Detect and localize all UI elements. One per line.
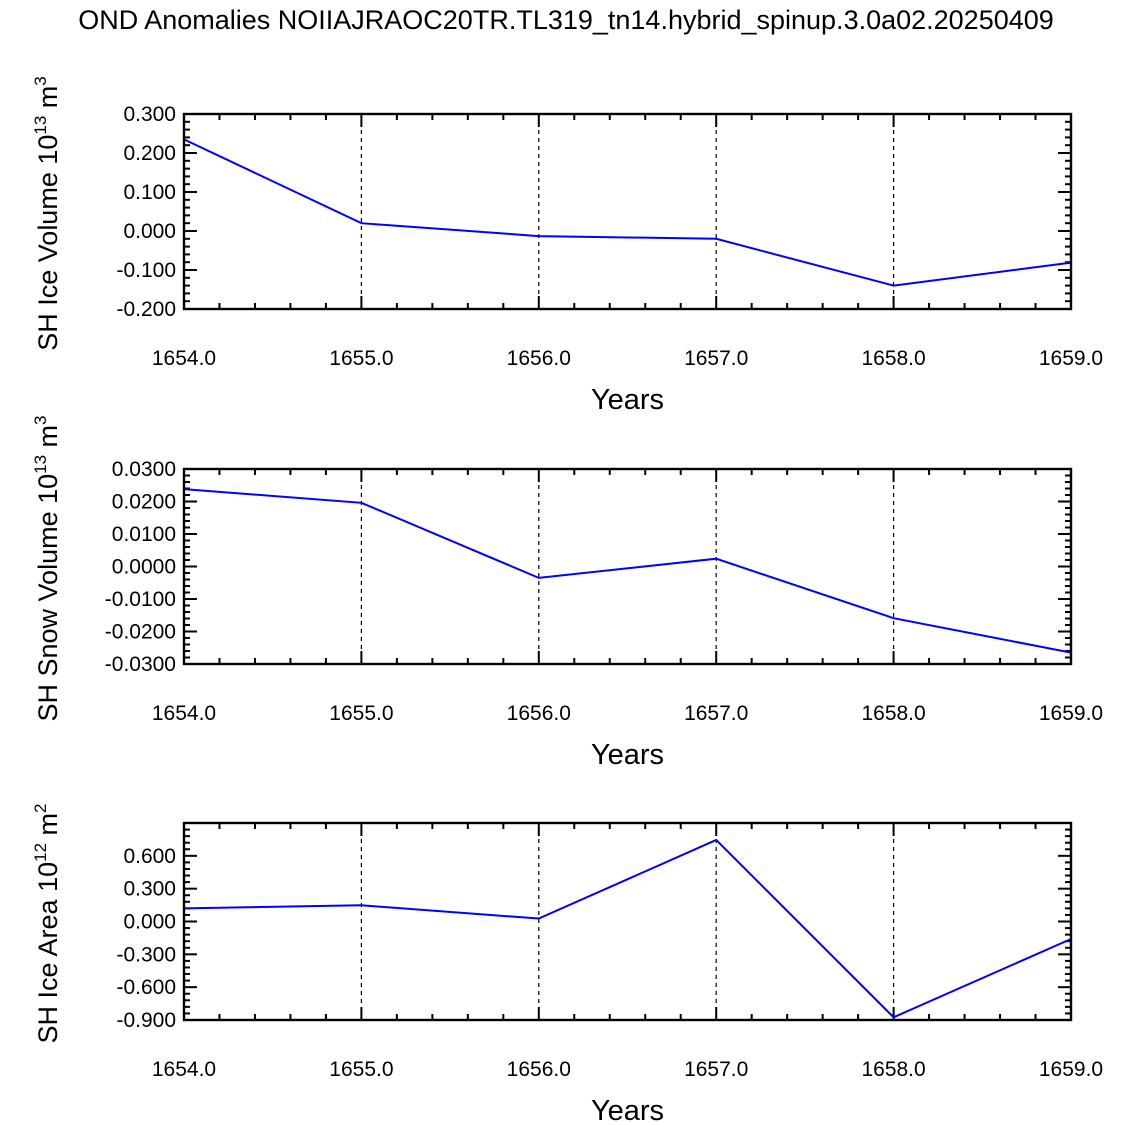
y-tick-label: -0.0300	[105, 653, 176, 676]
y-tick-label: -0.300	[116, 943, 176, 966]
x-tick-label: 1655.0	[329, 347, 393, 370]
y-tick-label: 0.000	[123, 220, 176, 243]
x-tick-label: 1655.0	[329, 702, 393, 725]
x-tick-label: 1659.0	[1039, 347, 1103, 370]
x-tick-label: 1657.0	[684, 702, 748, 725]
y-tick-label: -0.600	[116, 976, 176, 999]
x-tick-label: 1658.0	[861, 1058, 925, 1081]
x-axis-label: Years	[591, 739, 664, 771]
x-tick-label: 1656.0	[507, 347, 571, 370]
x-tick-label: 1658.0	[861, 347, 925, 370]
x-tick-label: 1657.0	[684, 347, 748, 370]
x-axis-label: Years	[591, 384, 664, 416]
panel-3: -0.900 -0.600 -0.300 0.000 0.300 0.600 1654.0 1…	[31, 804, 1103, 1125]
y-tick-label: -0.900	[116, 1009, 176, 1032]
panel-1: -0.200 -0.100 0.000 0.100 0.200 0.300 1654.0 16…	[31, 76, 1103, 416]
x-tick-label: 1655.0	[329, 1058, 393, 1081]
y-tick-label: 0.0000	[112, 556, 176, 579]
x-tick-label: 1656.0	[507, 702, 571, 725]
x-tick-label: 1658.0	[861, 702, 925, 725]
y-tick-label: 0.100	[123, 181, 176, 204]
y-tick-label: 0.0300	[112, 458, 176, 481]
chart-title: OND Anomalies NOIIAJRAOC20TR.TL319_tn14.…	[78, 5, 1054, 35]
x-tick-label: 1659.0	[1039, 1058, 1103, 1081]
y-tick-label: 0.600	[123, 845, 176, 868]
y-tick-label: 0.0100	[112, 523, 176, 546]
plot-frame	[182, 112, 1073, 311]
x-axis-label: Years	[591, 1095, 664, 1125]
panel-2: -0.0300 -0.0200 -0.0100 0.0000 0.0100 0.0200 0…	[31, 415, 1103, 771]
y-tick-label: -0.0100	[105, 588, 176, 611]
series-line	[183, 488, 1072, 654]
y-tick-label: 0.000	[123, 911, 176, 934]
y-tick-label: -0.0200	[105, 621, 176, 644]
y-tick-label: 0.300	[123, 878, 176, 901]
x-tick-label: 1654.0	[152, 702, 216, 725]
x-tick-label: 1654.0	[152, 1058, 216, 1081]
y-tick-label: -0.200	[116, 298, 176, 321]
plot-frame	[182, 467, 1073, 666]
y-axis-label: SH Snow Volume 1013 m3	[31, 415, 63, 721]
y-tick-label: 0.0200	[112, 491, 176, 514]
x-tick-label: 1656.0	[507, 1058, 571, 1081]
y-tick-label: 0.300	[123, 103, 176, 126]
y-axis-label: SH Ice Volume 1013 m3	[31, 76, 63, 351]
y-axis-label: SH Ice Area 1012 m2	[31, 804, 63, 1044]
plot-frame	[182, 821, 1073, 1022]
x-tick-label: 1659.0	[1039, 702, 1103, 725]
y-tick-label: -0.100	[116, 259, 176, 282]
x-tick-label: 1657.0	[684, 1058, 748, 1081]
y-tick-label: 0.200	[123, 142, 176, 165]
series-line	[183, 838, 1072, 1019]
x-tick-label: 1654.0	[152, 347, 216, 370]
series-line	[183, 138, 1072, 287]
